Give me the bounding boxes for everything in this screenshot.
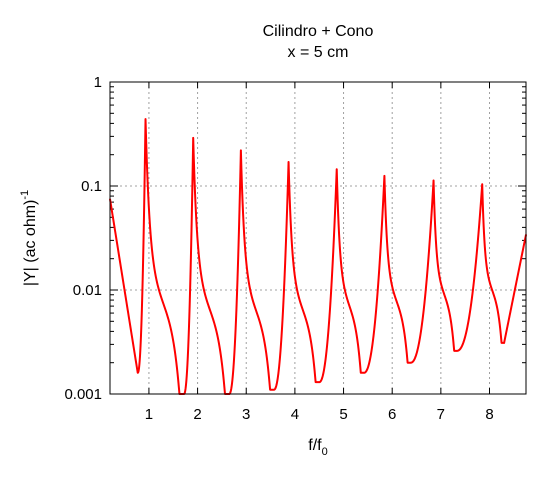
antiresonance-point [318,381,321,383]
x-tick-label: 2 [193,406,201,423]
resonance-peak-point [192,137,194,139]
chart-title: Cilindro + Cono [263,23,374,40]
x-tick-label: 3 [242,406,250,423]
y-axis-label: |Y| (ac ohm)-1 [19,190,39,286]
antiresonance-point [136,371,139,374]
y-tick-label: 0.1 [81,178,102,195]
y-axis-label-superscript: -1 [19,190,31,200]
series-layer [109,118,527,395]
x-tick-label: 5 [339,406,347,423]
resonance-peak-point [383,175,386,177]
antiresonance-point [273,388,275,391]
x-tick-label: 1 [145,406,153,423]
resonance-peak-point [240,149,242,152]
resonance-peak-point [432,179,435,182]
antiresonance-point [363,371,365,374]
x-axis-label: f/f0 [308,437,327,458]
y-tick-label: 0.001 [64,386,102,403]
axis-ticks: 1 2 3 4 5 6 7 8 0.001 0.01 0.1 1 [64,74,526,423]
y-tick-label: 0.01 [73,282,102,299]
resonance-peak-point [481,183,484,186]
y-tick-label: 1 [94,74,102,91]
plot-frame [109,81,527,395]
antiresonance-point [409,361,412,364]
x-tick-label: 8 [485,406,493,423]
x-axis-label-subscript: 0 [322,446,328,458]
x-tick-label: 7 [437,406,445,423]
series-line [109,118,527,395]
chart-subtitle: x = 5 cm [288,44,349,61]
antiresonance-point [503,342,505,344]
grid [110,82,526,394]
x-tick-label: 6 [388,406,396,423]
antiresonance-point [456,350,458,352]
resonance-peak-point [144,118,147,120]
resonance-peak-point [335,168,338,171]
x-tick-label: 4 [291,406,299,423]
resonance-peak-point [287,161,290,163]
